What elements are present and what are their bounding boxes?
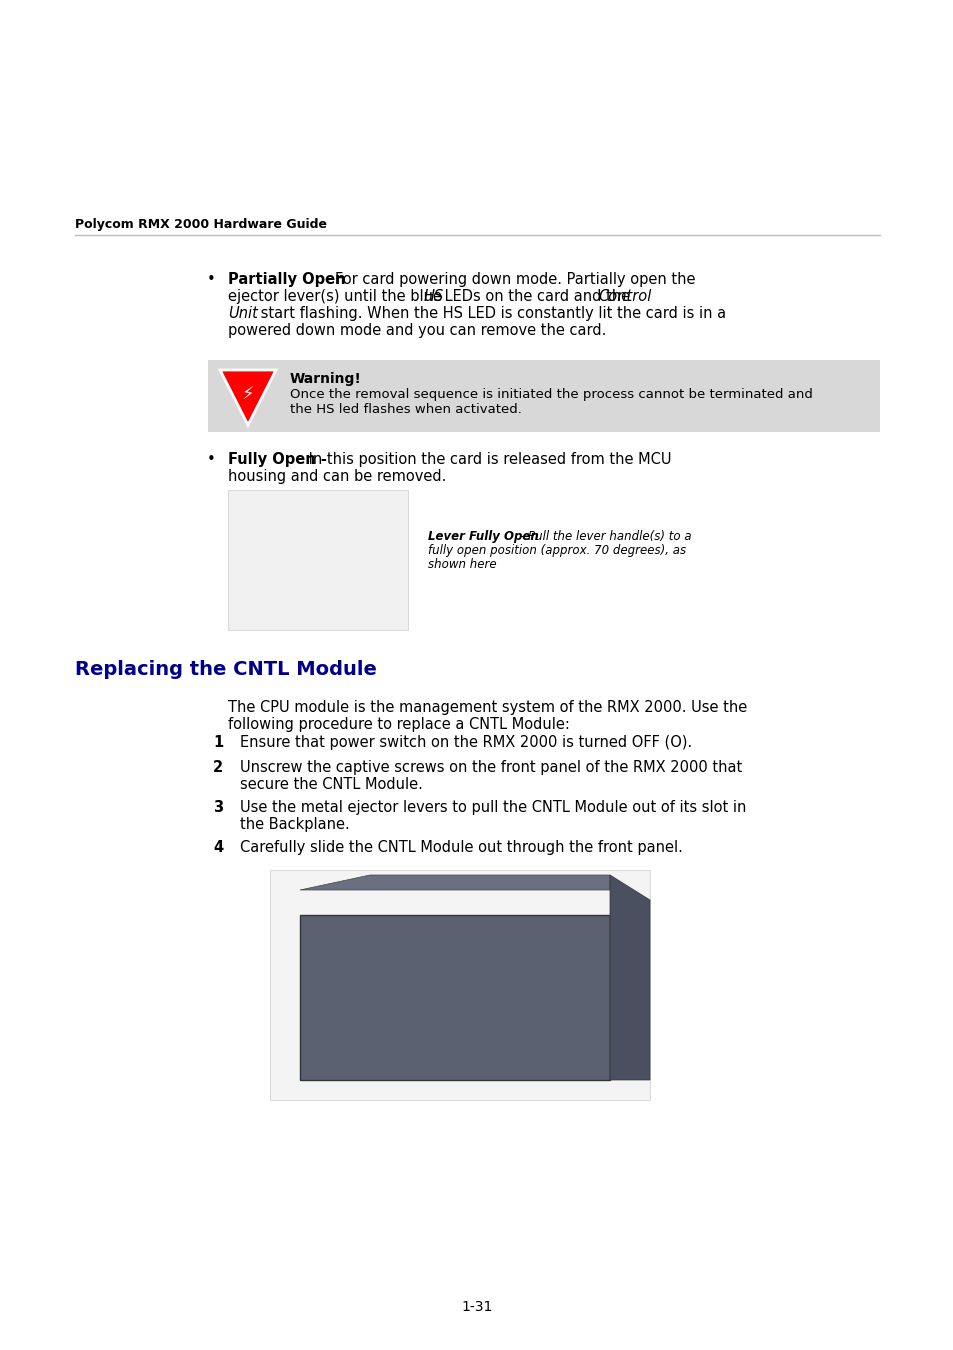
Text: •: • [207, 452, 215, 467]
Text: Once the removal sequence is initiated the process cannot be terminated and: Once the removal sequence is initiated t… [290, 387, 812, 401]
Text: Replacing the CNTL Module: Replacing the CNTL Module [75, 660, 376, 679]
Text: shown here: shown here [428, 558, 497, 571]
Text: The CPU module is the management system of the RMX 2000. Use the: The CPU module is the management system … [228, 701, 746, 716]
Text: housing and can be removed.: housing and can be removed. [228, 468, 446, 485]
Text: ⚡: ⚡ [241, 386, 254, 404]
Text: 1-31: 1-31 [461, 1300, 492, 1314]
Text: Unit: Unit [228, 306, 257, 321]
Text: 1: 1 [213, 734, 223, 751]
Text: Partially Open: Partially Open [228, 271, 345, 288]
Text: Carefully slide the CNTL Module out through the front panel.: Carefully slide the CNTL Module out thro… [240, 840, 682, 855]
Text: In this position the card is released from the MCU: In this position the card is released fr… [304, 452, 671, 467]
Text: - For card powering down mode. Partially open the: - For card powering down mode. Partially… [325, 271, 695, 288]
Text: LEDs on the card and the: LEDs on the card and the [439, 289, 634, 304]
Text: ejector lever(s) until the blue: ejector lever(s) until the blue [228, 289, 446, 304]
Text: Use the metal ejector levers to pull the CNTL Module out of its slot in: Use the metal ejector levers to pull the… [240, 801, 745, 815]
Text: Warning!: Warning! [290, 373, 361, 386]
Text: •: • [207, 271, 215, 288]
Text: start flashing. When the HS LED is constantly lit the card is in a: start flashing. When the HS LED is const… [255, 306, 725, 321]
Text: Ensure that power switch on the RMX 2000 is turned OFF (O).: Ensure that power switch on the RMX 2000… [240, 734, 692, 751]
Text: Control: Control [598, 289, 651, 304]
Text: Lever Fully Open: Lever Fully Open [428, 531, 538, 543]
Text: 3: 3 [213, 801, 223, 815]
Text: following procedure to replace a CNTL Module:: following procedure to replace a CNTL Mo… [228, 717, 569, 732]
Text: Fully Open -: Fully Open - [228, 452, 327, 467]
Text: the Backplane.: the Backplane. [240, 817, 350, 832]
FancyBboxPatch shape [299, 915, 609, 1080]
Text: HS: HS [423, 289, 444, 304]
Polygon shape [299, 875, 609, 890]
Polygon shape [220, 370, 275, 425]
Text: 4: 4 [213, 840, 223, 855]
FancyBboxPatch shape [208, 360, 879, 432]
Text: fully open position (approx. 70 degrees), as: fully open position (approx. 70 degrees)… [428, 544, 685, 558]
FancyBboxPatch shape [270, 869, 649, 1100]
Text: Unscrew the captive screws on the front panel of the RMX 2000 that: Unscrew the captive screws on the front … [240, 760, 741, 775]
Text: secure the CNTL Module.: secure the CNTL Module. [240, 778, 422, 792]
Polygon shape [609, 875, 649, 1080]
Text: 2: 2 [213, 760, 223, 775]
FancyBboxPatch shape [228, 490, 408, 630]
Text: the HS led flashes when activated.: the HS led flashes when activated. [290, 404, 521, 416]
Text: Polycom RMX 2000 Hardware Guide: Polycom RMX 2000 Hardware Guide [75, 217, 327, 231]
Text: powered down mode and you can remove the card.: powered down mode and you can remove the… [228, 323, 606, 338]
Text: - Pull the lever handle(s) to a: - Pull the lever handle(s) to a [519, 531, 691, 543]
